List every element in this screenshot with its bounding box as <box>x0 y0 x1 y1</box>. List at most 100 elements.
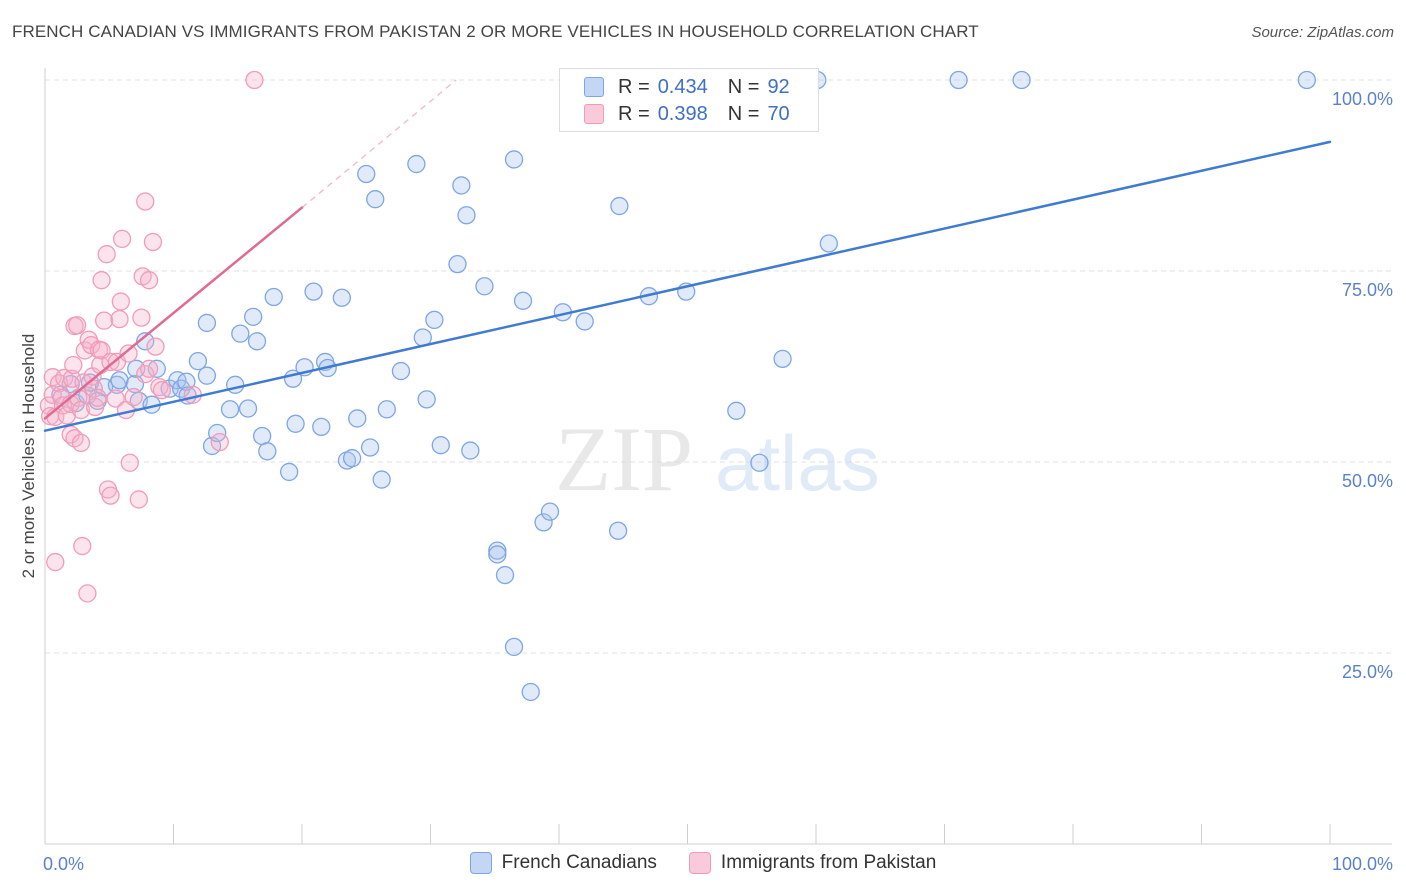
legend-swatch-blue <box>469 852 492 874</box>
point-french-canadians <box>231 324 250 343</box>
point-french-canadians <box>407 154 426 174</box>
point-french-canadians <box>610 196 629 216</box>
point-french-canadians <box>448 254 467 274</box>
trend-line-pakistan <box>43 206 304 420</box>
legend-label: Immigrants from Pakistan <box>720 852 937 873</box>
point-french-canadians <box>258 442 277 461</box>
legend-n-value: 92 <box>767 75 790 98</box>
point-french-canadians <box>264 287 283 307</box>
point-french-canadians <box>457 206 476 225</box>
point-french-canadians <box>417 390 436 409</box>
point-french-canadians <box>819 234 838 253</box>
point-french-canadians <box>727 401 746 420</box>
point-french-canadians <box>1297 70 1317 90</box>
legend-label: French Canadians <box>501 852 657 873</box>
point-french-canadians <box>521 682 540 702</box>
watermark: ZIP atlas <box>555 408 880 510</box>
point-french-canadians <box>366 190 385 209</box>
point-pakistan <box>119 344 138 363</box>
legend-n-label: N = <box>727 102 760 125</box>
y-tick-label: 25.0% <box>1342 662 1393 682</box>
point-french-canadians <box>461 441 480 460</box>
point-pakistan <box>84 379 103 398</box>
point-french-canadians <box>452 176 471 195</box>
point-french-canadians <box>247 332 267 351</box>
point-pakistan <box>139 271 159 290</box>
legend-item-pakistan[interactable]: Immigrants from Pakistan <box>688 852 937 874</box>
grid-lines <box>45 79 1392 654</box>
y-tick-label: 75.0% <box>1342 280 1393 300</box>
x-tick-label: 0.0% <box>43 854 84 874</box>
trend-extension-pakistan <box>301 79 457 209</box>
point-french-canadians <box>575 312 594 331</box>
point-french-canadians <box>279 462 299 482</box>
point-pakistan <box>57 406 76 425</box>
point-pakistan <box>132 308 151 327</box>
point-french-canadians <box>253 426 272 446</box>
legend-r-label: R = <box>618 102 650 125</box>
legend-n-label: N = <box>727 75 760 98</box>
point-french-canadians <box>110 371 129 390</box>
y-axis-label: 2 or more Vehicles in Household <box>19 334 38 579</box>
point-pakistan <box>124 387 143 407</box>
x-tick-label: 100.0% <box>1332 854 1393 874</box>
point-french-canadians <box>504 150 524 169</box>
point-pakistan <box>78 584 97 603</box>
point-french-canadians <box>495 565 515 585</box>
point-french-canadians <box>188 352 208 371</box>
legend-r-value: 0.434 <box>657 75 708 98</box>
point-pakistan <box>88 388 107 407</box>
point-pakistan <box>143 232 163 252</box>
point-pakistan <box>92 271 111 290</box>
data-points <box>39 70 1317 702</box>
chart-title: FRENCH CANADIAN VS IMMIGRANTS FROM PAKIS… <box>12 22 979 41</box>
point-french-canadians <box>504 637 524 657</box>
point-french-canadians <box>534 513 553 532</box>
point-french-canadians <box>377 400 396 419</box>
legend-swatch-blue <box>584 77 604 97</box>
point-french-canadians <box>220 400 240 419</box>
point-french-canadians <box>949 70 968 90</box>
point-french-canadians <box>431 436 450 455</box>
legend-swatch-pink <box>688 852 711 874</box>
point-french-canadians <box>226 375 245 394</box>
point-french-canadians <box>1012 70 1031 90</box>
point-french-canadians <box>197 366 217 385</box>
point-french-canadians <box>475 277 494 296</box>
point-french-canadians <box>425 310 444 330</box>
point-french-canadians <box>608 521 628 540</box>
point-french-canadians <box>540 502 560 521</box>
point-french-canadians <box>391 361 411 381</box>
point-french-canadians <box>136 332 155 351</box>
point-pakistan <box>120 453 139 472</box>
tick-labels: 25.0% 50.0% 75.0% 100.0% 0.0% 100.0% <box>43 89 1393 874</box>
point-french-canadians <box>348 409 367 428</box>
point-pakistan <box>112 229 132 249</box>
point-pakistan <box>111 292 130 311</box>
point-pakistan <box>46 552 65 572</box>
point-pakistan <box>71 400 91 420</box>
point-french-canadians <box>312 417 331 437</box>
point-french-canadians <box>304 282 323 301</box>
point-french-canadians <box>360 438 380 457</box>
legend-item-french-canadians[interactable]: French Canadians <box>469 852 657 874</box>
point-pakistan <box>101 486 120 505</box>
point-french-canadians <box>773 349 792 369</box>
point-french-canadians <box>197 313 217 333</box>
point-pakistan <box>101 352 120 372</box>
point-french-canadians <box>238 399 258 418</box>
point-french-canadians <box>513 291 533 310</box>
point-french-canadians <box>488 545 507 564</box>
point-pakistan <box>183 385 202 404</box>
point-pakistan <box>136 192 155 211</box>
legend-r-value: 0.398 <box>657 102 708 125</box>
axes <box>44 68 1392 845</box>
point-pakistan <box>152 381 172 400</box>
point-pakistan <box>129 490 148 509</box>
point-pakistan <box>73 536 92 556</box>
point-french-canadians <box>750 453 769 472</box>
series-legend: French Canadians Immigrants from Pakista… <box>0 852 1406 874</box>
point-french-canadians <box>357 164 376 184</box>
point-pakistan <box>67 316 87 335</box>
